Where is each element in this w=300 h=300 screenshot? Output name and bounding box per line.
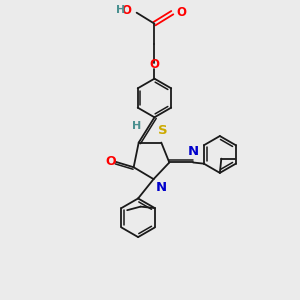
Text: O: O [121,4,131,17]
Text: O: O [177,6,187,19]
Text: N: N [156,181,167,194]
Text: S: S [158,124,168,137]
Text: O: O [149,58,160,70]
Text: H: H [116,5,125,15]
Text: H: H [132,122,141,131]
Text: N: N [188,145,199,158]
Text: O: O [105,155,116,168]
